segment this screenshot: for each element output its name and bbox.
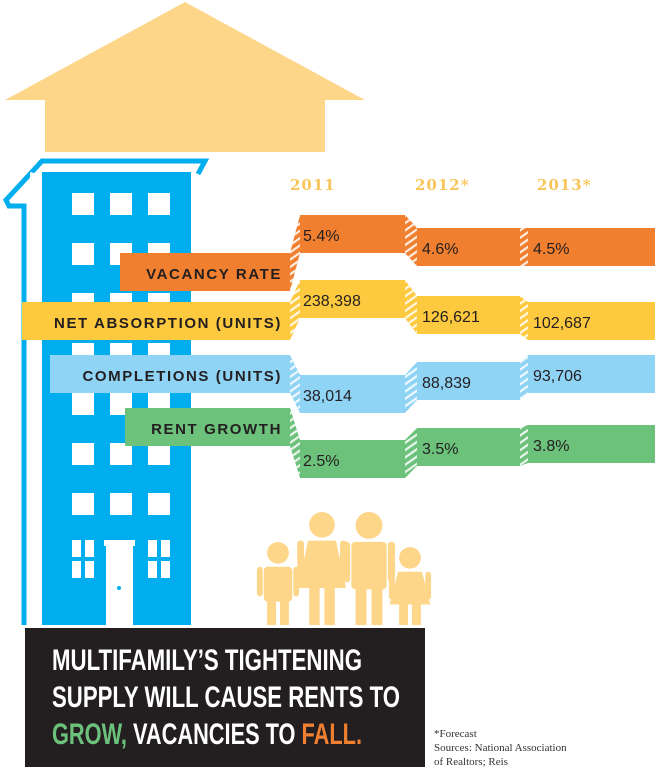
band-connector xyxy=(520,296,528,340)
year-2013: 2013* xyxy=(537,176,592,194)
band-connector xyxy=(405,215,417,266)
metric-row-net-absorption-units: NET ABSORPTION (UNITS) 238,398 126,621 102,… xyxy=(22,280,655,340)
window-icon xyxy=(72,493,94,515)
metric-value: 3.5% xyxy=(422,441,458,458)
window-icon xyxy=(148,493,170,515)
window-icon xyxy=(148,443,170,465)
metric-value: 238,398 xyxy=(303,293,361,310)
metric-value: 126,621 xyxy=(422,309,480,326)
metric-row-vacancy-rate: VACANCY RATE 5.4% 4.6% 4.5% xyxy=(120,215,655,291)
metric-value: 102,687 xyxy=(533,315,591,332)
metric-value: 4.6% xyxy=(422,241,458,258)
metric-row-rent-growth: RENT GROWTH 2.5% 3.5% 3.8% xyxy=(125,408,655,478)
band-connector xyxy=(290,355,300,413)
band-connector xyxy=(290,280,300,340)
metric-value: 4.5% xyxy=(533,241,569,258)
metric-label: COMPLETIONS (UNITS) xyxy=(82,368,282,385)
footnote-sources: Sources: National Association xyxy=(434,742,567,754)
person-icon xyxy=(342,512,396,625)
headline-line-3: GROW, VACANCIES TO FALL. xyxy=(52,718,362,751)
family-icon xyxy=(256,512,432,625)
metric-row-completions-units: COMPLETIONS (UNITS) 38,014 88,839 93,706 xyxy=(50,355,655,413)
window-icon xyxy=(72,243,94,265)
metric-value: 5.4% xyxy=(303,228,339,245)
metric-value: 93,706 xyxy=(533,368,582,385)
band-connector xyxy=(405,362,417,413)
band-connector xyxy=(520,355,528,400)
person-icon xyxy=(388,547,432,625)
band-connector xyxy=(405,428,417,478)
roof-arrow-icon xyxy=(5,2,365,152)
apartment-building-icon xyxy=(2,158,210,628)
headline-fall: FALL. xyxy=(302,718,362,751)
band-connector xyxy=(290,215,300,291)
metric-band xyxy=(125,408,655,478)
window-icon xyxy=(148,193,170,215)
window-icon xyxy=(110,193,132,215)
metric-label: VACANCY RATE xyxy=(146,266,282,283)
band-connector xyxy=(520,228,528,266)
headline-line-2: SUPPLY WILL CAUSE RENTS TO xyxy=(52,681,400,714)
door-icon xyxy=(106,543,133,625)
metric-value: 3.8% xyxy=(533,438,569,455)
metric-band xyxy=(22,280,655,340)
metric-label: NET ABSORPTION (UNITS) xyxy=(54,315,282,332)
year-2012: 2012* xyxy=(415,176,470,194)
band-connector xyxy=(290,408,300,478)
headline-grow: GROW, xyxy=(52,718,127,751)
band-connector xyxy=(520,425,528,466)
year-2011: 2011 xyxy=(290,176,336,194)
window-pane xyxy=(148,540,157,557)
person-icon xyxy=(256,542,300,625)
metric-label: RENT GROWTH xyxy=(151,421,282,438)
band-connector xyxy=(405,280,417,334)
window-icon xyxy=(110,443,132,465)
window-icon xyxy=(72,193,94,215)
footnote-sources-cont: of Realtors; Reis xyxy=(434,756,508,768)
headline-middle: VACANCIES TO xyxy=(127,718,302,751)
window-icon xyxy=(72,393,94,415)
metric-value: 38,014 xyxy=(303,388,352,405)
metric-value: 88,839 xyxy=(422,375,471,392)
headline-line-1: MULTIFAMILY’S TIGHTENING xyxy=(52,644,362,677)
window-pane xyxy=(72,540,81,557)
footnote-forecast: *Forecast xyxy=(434,728,477,740)
metric-band xyxy=(50,355,655,413)
window-icon xyxy=(72,443,94,465)
headline-box xyxy=(25,628,425,767)
window-icon xyxy=(110,493,132,515)
metric-value: 2.5% xyxy=(303,453,339,470)
person-icon xyxy=(297,512,347,625)
